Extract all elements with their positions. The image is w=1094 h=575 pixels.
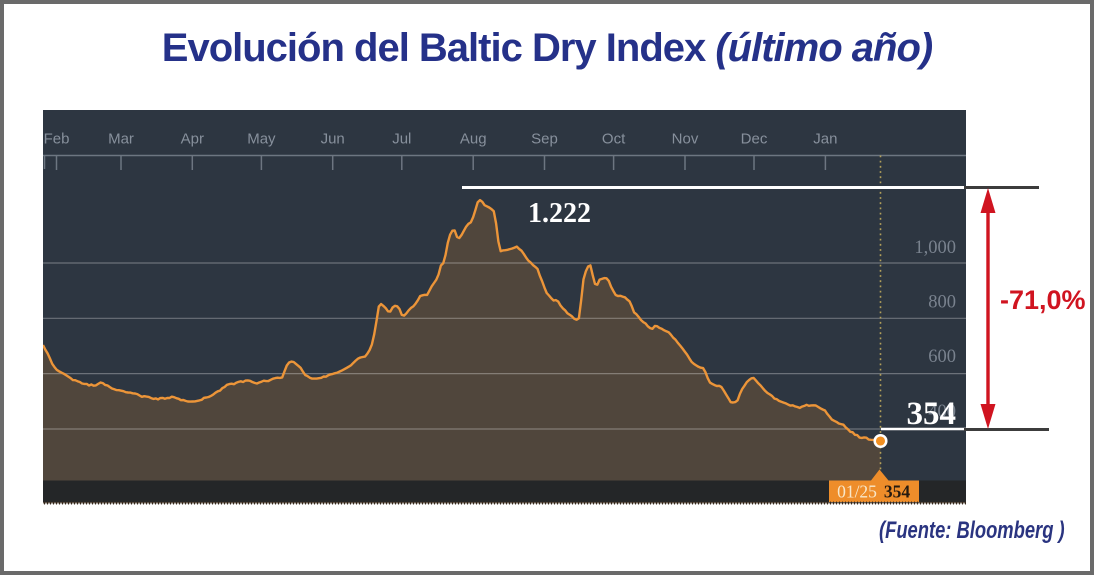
svg-text:May: May: [247, 131, 276, 148]
svg-text:Jan: Jan: [813, 131, 837, 148]
svg-text:800: 800: [928, 293, 956, 313]
svg-text:Nov: Nov: [672, 131, 699, 148]
svg-text:1,000: 1,000: [914, 238, 956, 258]
svg-text:400: 400: [928, 402, 956, 422]
svg-text:Feb: Feb: [44, 131, 70, 148]
svg-text:Aug: Aug: [460, 131, 487, 148]
svg-text:354: 354: [907, 396, 957, 432]
svg-text:354: 354: [884, 482, 911, 502]
svg-text:Jul: Jul: [392, 131, 411, 148]
svg-text:1.222: 1.222: [528, 198, 591, 229]
svg-text:Dec: Dec: [741, 131, 768, 148]
svg-text:600: 600: [928, 347, 956, 367]
svg-text:Mar: Mar: [108, 131, 134, 148]
svg-text:Sep: Sep: [531, 131, 558, 148]
svg-text:Jun: Jun: [321, 131, 345, 148]
svg-text:01/25: 01/25: [837, 482, 877, 502]
svg-text:Apr: Apr: [181, 131, 204, 148]
svg-text:Oct: Oct: [602, 131, 626, 148]
